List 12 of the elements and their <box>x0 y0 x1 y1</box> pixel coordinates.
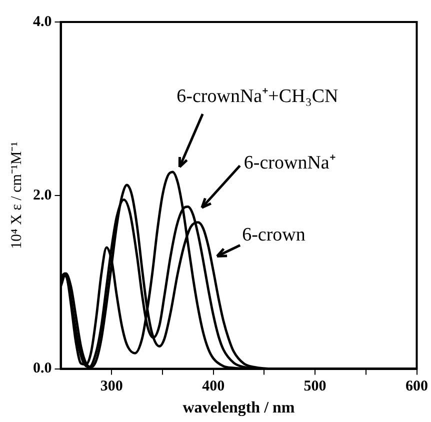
series-label: 6-crown <box>242 224 306 246</box>
y-axis-title: 10⁴ X ε / cm⁻¹M⁻¹ <box>8 142 25 249</box>
x-axis-title: wavelength / nm <box>182 400 296 417</box>
y-tick-label: 4.0 <box>33 14 52 30</box>
x-tick-label: 500 <box>304 378 326 395</box>
text: 6-crownNa⁺ <box>244 152 336 174</box>
x-tick-label: 400 <box>202 378 225 395</box>
y-tick-label: 0.0 <box>33 360 52 377</box>
text: 6-crownNa⁺+CH₃CN <box>176 86 339 107</box>
x-tick-label: 600 <box>406 378 428 395</box>
x-tick-label: 300 <box>100 378 123 395</box>
y-tick-label: 2.0 <box>33 187 52 204</box>
